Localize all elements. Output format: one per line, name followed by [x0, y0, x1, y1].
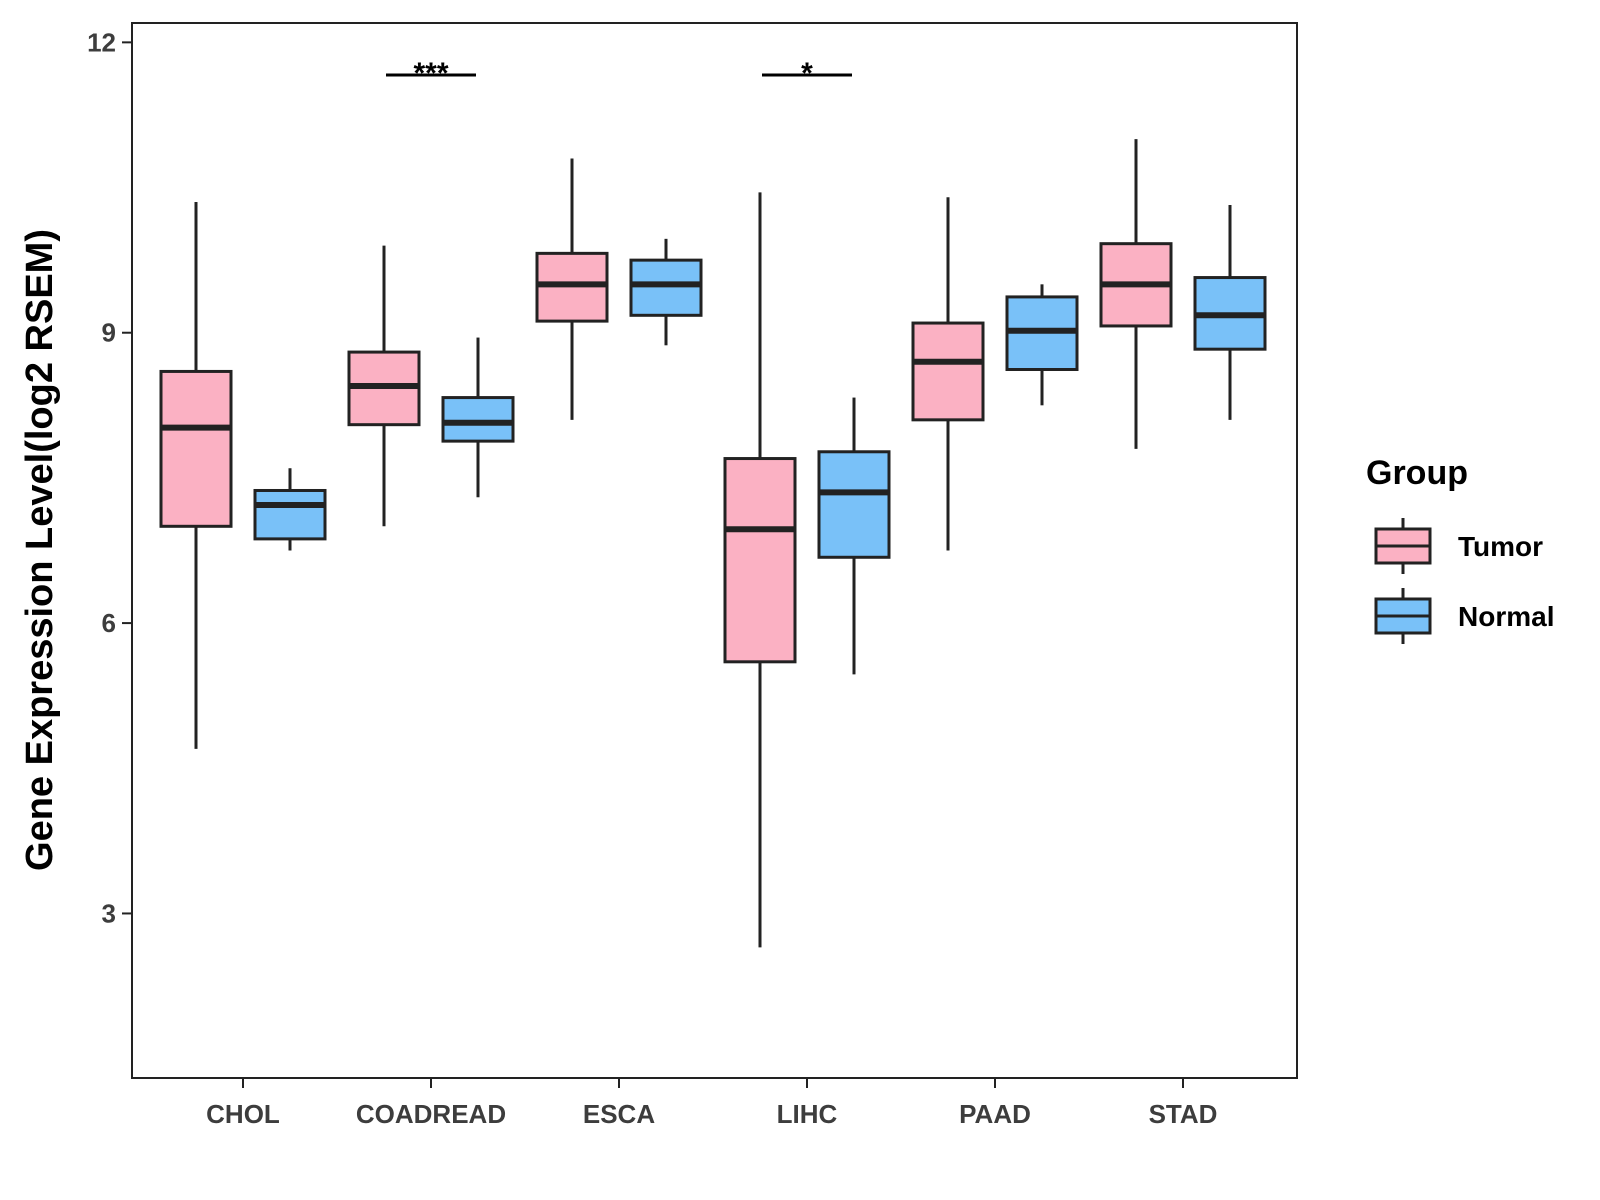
box-body [817, 450, 891, 559]
box-normal-paad [1005, 284, 1079, 406]
legend-label: Tumor [1458, 531, 1543, 562]
x-tick-label-coadread: COADREAD [356, 1099, 506, 1129]
box-body [253, 488, 327, 541]
box-normal-coadread [441, 337, 515, 498]
x-tick-label-esca: ESCA [583, 1099, 655, 1129]
box-tumor-esca [535, 158, 609, 420]
y-axis: 3 6 9 12 [87, 27, 132, 928]
box-body [723, 457, 797, 664]
boxes [159, 139, 1267, 948]
y-tick-label: 6 [102, 608, 116, 638]
box-normal-esca [629, 238, 703, 346]
box-normal-stad [1193, 204, 1267, 420]
box-body [441, 396, 515, 443]
box-tumor-paad [911, 197, 985, 551]
significance-label: *** [413, 57, 448, 90]
x-tick-label-paad: PAAD [959, 1099, 1031, 1129]
x-axis: CHOL COADREAD ESCA LIHC PAAD STAD [206, 1078, 1217, 1129]
box-body [911, 321, 985, 422]
y-tick-label: 12 [87, 27, 116, 57]
significance-annotations: *** * [386, 57, 852, 90]
y-tick-label: 9 [102, 318, 116, 348]
legend-label: Normal [1458, 601, 1554, 632]
legend: Group Tumor Normal [1366, 454, 1554, 644]
box-body [629, 258, 703, 317]
box-tumor-stad [1099, 139, 1173, 449]
box-tumor-coadread [347, 245, 421, 527]
legend-item-normal: Normal [1374, 588, 1554, 644]
plot-panel [131, 22, 1298, 1079]
y-axis-title: Gene Expression Level(log2 RSEM) [19, 229, 61, 871]
x-tick-label-chol: CHOL [206, 1099, 280, 1129]
legend-item-tumor: Tumor [1374, 518, 1543, 574]
box-tumor-lihc [723, 192, 797, 948]
y-tick-label: 3 [102, 898, 116, 928]
legend-title: Group [1366, 454, 1468, 492]
box-body [159, 369, 233, 528]
x-tick-label-stad: STAD [1149, 1099, 1218, 1129]
box-normal-chol [253, 468, 327, 551]
box-tumor-chol [159, 202, 233, 749]
significance-label: * [801, 57, 813, 90]
plot-border [131, 22, 1298, 1079]
box-normal-lihc [817, 397, 891, 675]
x-tick-label-lihc: LIHC [777, 1099, 838, 1129]
